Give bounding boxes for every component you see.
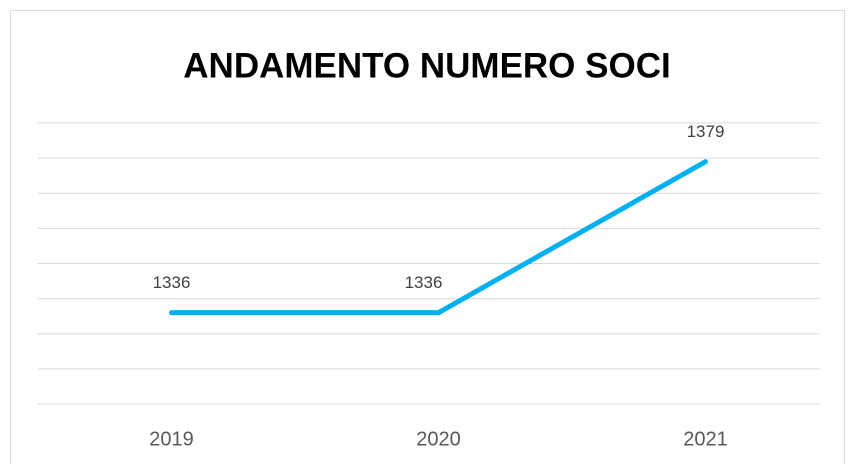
chart-frame xyxy=(10,10,845,464)
data-line xyxy=(169,159,708,316)
data-label: 1379 xyxy=(687,122,725,141)
data-label: 1336 xyxy=(405,273,443,292)
chart-title: ANDAMENTO NUMERO SOCI xyxy=(183,46,670,85)
x-tick-label: 2021 xyxy=(683,428,728,450)
x-tick-label: 2020 xyxy=(416,428,461,450)
x-tick-label: 2019 xyxy=(149,428,194,450)
data-label: 1336 xyxy=(153,273,191,292)
